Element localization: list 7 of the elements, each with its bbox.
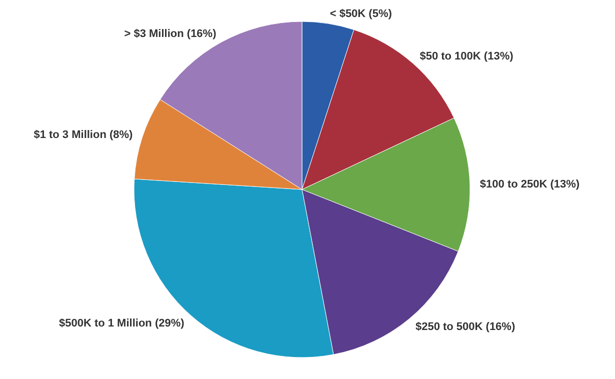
- slice-label: > $3 Million (16%): [124, 28, 217, 40]
- slice-label: $500K to 1 Million (29%): [58, 318, 185, 330]
- slice-label: $250 to 500K (16%): [415, 321, 516, 334]
- slice-label: $100 to 250K (13%): [480, 178, 580, 190]
- slice-label: $1 to 3 Million (8%): [34, 128, 134, 141]
- slice-label: $50 to 100K (13%): [420, 50, 514, 62]
- slice-label: < $50K (5%): [330, 8, 392, 20]
